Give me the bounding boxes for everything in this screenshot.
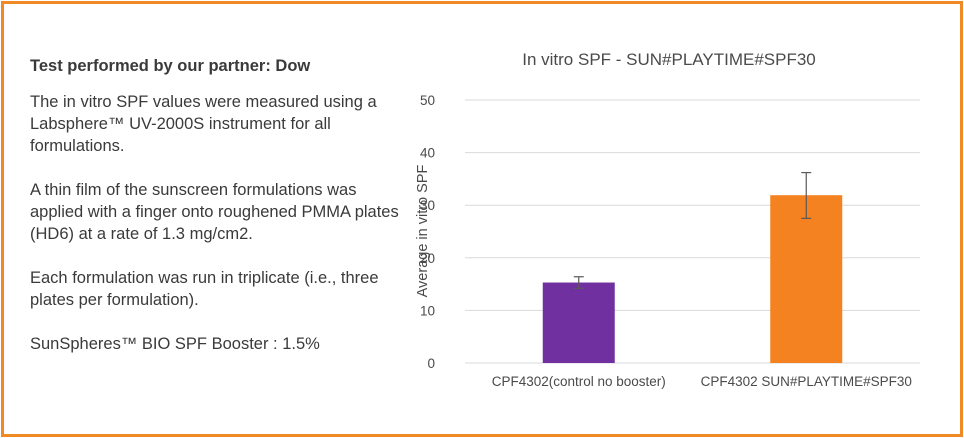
x-tick-labels: CPF4302(control no booster) CPF4302 SUN#P… <box>492 374 912 389</box>
paragraph-triplicate: Each formulation was run in triplicate (… <box>30 269 379 309</box>
y-tick-label: 50 <box>420 93 435 108</box>
x-tick-label: CPF4302 SUN#PLAYTIME#SPF30 <box>701 374 912 389</box>
paragraph-instrument: The in vitro SPF values were measured us… <box>30 93 377 155</box>
error-bars <box>573 171 812 289</box>
y-tick-label: 40 <box>420 146 435 161</box>
bar-2 <box>770 195 843 363</box>
y-axis-label: Average in vitro SPF <box>415 165 431 298</box>
paragraph-film: A thin film of the sunscreen formulation… <box>30 181 399 243</box>
y-tick-label: 30 <box>420 198 435 213</box>
y-tick-label: 20 <box>420 251 435 266</box>
spf-bar-chart: In vitro SPF - SUN#PLAYTIME#SPF30 Averag… <box>415 50 920 389</box>
chart-title: In vitro SPF - SUN#PLAYTIME#SPF30 <box>522 50 816 69</box>
y-tick-label: 0 <box>427 356 435 371</box>
bar-1 <box>542 282 615 363</box>
gridlines <box>465 99 920 364</box>
paragraph-booster: SunSpheres™ BIO SPF Booster : 1.5% <box>30 335 320 353</box>
description-panel: Test performed by our partner: Dow The i… <box>30 55 410 355</box>
y-tick-labels: 0 10 20 30 40 50 <box>420 93 435 371</box>
panel-heading: Test performed by our partner: Dow <box>30 57 311 75</box>
x-tick-label: CPF4302(control no booster) <box>492 374 666 389</box>
y-tick-label: 10 <box>420 303 435 318</box>
bars <box>542 195 843 363</box>
